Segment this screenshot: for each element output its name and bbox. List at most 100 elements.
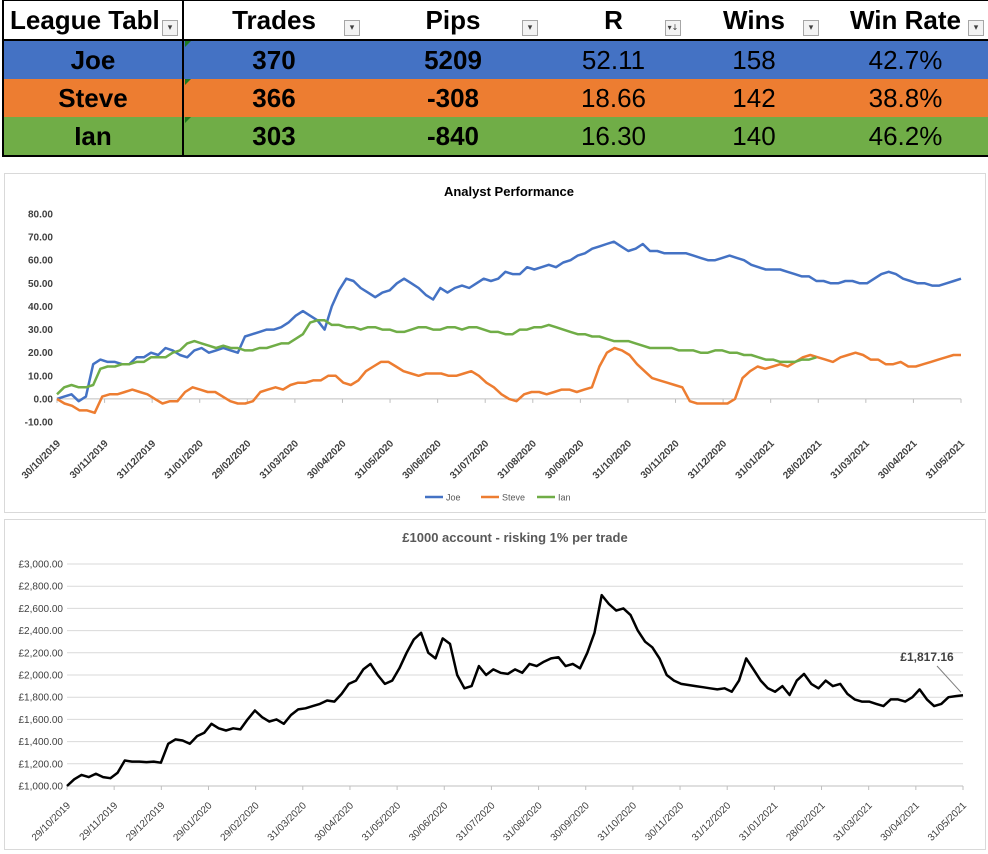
x-tick-label: 31/03/2021	[829, 438, 872, 481]
error-indicator-icon	[185, 41, 191, 47]
cell-win-rate: 42.7%	[823, 40, 988, 79]
cell-value: Ian	[74, 120, 112, 151]
cell-r: 52.11	[542, 40, 685, 79]
league-table-header-row: League Table ▾ Trades ▾ Pips ▾ R ▾↓ Wins ▾ Win Rat…	[2, 0, 988, 41]
header-label: Wins	[723, 4, 785, 35]
x-tick-label: 30/04/2020	[305, 438, 348, 481]
cell-win-rate: 38.8%	[823, 79, 988, 117]
y-tick-label: £2,200.00	[19, 648, 64, 659]
x-tick-label: 30/04/2020	[313, 800, 356, 843]
annotation-leader-line	[936, 665, 962, 693]
x-tick-label: 29/12/2019	[124, 800, 167, 843]
cell-value: 142	[732, 82, 776, 113]
x-tick-label: 30/06/2020	[401, 438, 444, 481]
legend-label: Steve	[502, 493, 525, 503]
cell-r: 18.66	[542, 79, 685, 117]
x-tick-label: 31/07/2020	[448, 438, 491, 481]
filter-dropdown-icon[interactable]: ▾	[344, 20, 360, 36]
cell-trades: 303	[183, 117, 364, 157]
error-indicator-icon	[185, 117, 191, 123]
table-row: Joe 370 5209 52.11 158 42.7%	[2, 40, 988, 79]
legend-label: Joe	[446, 493, 461, 503]
annotation-label: £1,817.16	[900, 650, 954, 664]
x-tick-label: 28/02/2021	[784, 800, 827, 843]
series-line-account	[66, 593, 964, 787]
x-tick-label: 31/05/2020	[353, 438, 396, 481]
x-tick-label: 30/06/2020	[407, 800, 450, 843]
x-tick-label: 31/12/2019	[115, 438, 158, 481]
account-balance-chart[interactable]: £1000 account - risking 1% per trade £1,0…	[4, 519, 986, 850]
cell-trades: 366	[183, 79, 364, 117]
header-league-table: League Table ▾	[2, 0, 184, 41]
x-tick-label: 29/02/2020	[219, 800, 262, 843]
chart-title: £1000 account - risking 1% per trade	[402, 530, 627, 545]
cell-wins: 158	[685, 40, 823, 79]
filter-dropdown-icon[interactable]: ▾	[968, 20, 984, 36]
cell-value: -840	[426, 120, 480, 151]
filter-dropdown-icon[interactable]: ▾	[803, 20, 819, 36]
x-tick-label: 31/01/2020	[163, 438, 206, 481]
x-tick-label: 30/11/2019	[68, 438, 111, 481]
x-tick-label: 31/12/2020	[690, 800, 733, 843]
x-tick-label: 28/02/2021	[781, 438, 824, 481]
cell-r: 16.30	[542, 117, 685, 157]
x-tick-label: 30/04/2021	[876, 438, 919, 481]
account-balance-svg: £1000 account - risking 1% per trade £1,0…	[19, 530, 970, 844]
y-tick-label: £1,000.00	[19, 782, 64, 793]
y-tick-label: £2,800.00	[19, 582, 64, 593]
x-tick-label: 31/07/2020	[454, 800, 497, 843]
x-tick-label: 31/08/2020	[496, 438, 539, 481]
cell-value: 140	[732, 120, 776, 151]
series-line-steve	[56, 346, 961, 415]
cell-value: 303	[252, 120, 296, 151]
cell-value: 46.2%	[868, 120, 943, 151]
header-win-rate: Win Rate ▾	[823, 0, 988, 41]
cell-name: Ian	[2, 117, 184, 157]
sort-descending-filter-icon[interactable]: ▾↓	[665, 20, 681, 36]
cell-pips: -840	[364, 117, 542, 157]
filter-dropdown-icon[interactable]: ▾	[522, 20, 538, 36]
x-tick-label: 31/10/2020	[596, 800, 639, 843]
x-tick-label: 31/05/2021	[924, 438, 967, 481]
analyst-performance-chart[interactable]: Analyst Performance -10.00 0.00 10.00 20.00 3…	[4, 173, 986, 513]
cell-value: 42.7%	[868, 44, 943, 75]
cell-wins: 140	[685, 117, 823, 157]
y-tick-label: 10.00	[28, 371, 53, 382]
x-tick-label: 30/09/2020	[549, 800, 592, 843]
cell-value: Steve	[58, 82, 128, 113]
cell-value: 5209	[424, 44, 482, 75]
filter-dropdown-icon[interactable]: ▾	[162, 20, 178, 36]
cell-value: 18.66	[580, 82, 647, 113]
x-tick-label: 30/09/2020	[543, 438, 586, 481]
header-pips: Pips ▾	[364, 0, 542, 41]
y-tick-label: £1,200.00	[19, 759, 64, 770]
league-table-grid: League Table ▾ Trades ▾ Pips ▾ R ▾↓ Wins ▾ Win Rat…	[2, 0, 988, 157]
y-tick-label: 40.00	[28, 302, 53, 313]
y-tick-label: £2,000.00	[19, 671, 64, 682]
y-tick-label: 50.00	[28, 279, 53, 290]
header-r: R ▾↓	[542, 0, 685, 41]
analyst-performance-svg: Analyst Performance -10.00 0.00 10.00 20.00 3…	[20, 184, 967, 503]
x-tick-label: 29/02/2020	[210, 438, 253, 481]
x-tick-label: 30/11/2020	[639, 438, 682, 481]
cell-trades: 370	[183, 40, 364, 79]
x-tick-label: 29/11/2019	[78, 800, 121, 843]
cell-value: 16.30	[580, 120, 647, 151]
y-tick-label: 60.00	[28, 256, 53, 267]
cell-value: 370	[252, 44, 296, 75]
y-tick-label: £1,400.00	[19, 737, 64, 748]
y-tick-label: £2,600.00	[19, 604, 64, 615]
y-tick-label: £3,000.00	[19, 560, 64, 571]
x-tick-label: 31/01/2021	[737, 800, 780, 843]
cell-win-rate: 46.2%	[823, 117, 988, 157]
x-tick-label: 31/08/2020	[502, 800, 545, 843]
header-label: Trades	[232, 4, 316, 35]
header-label: Win Rate	[850, 4, 961, 35]
chart-title: Analyst Performance	[444, 184, 574, 199]
cell-name: Steve	[2, 79, 184, 117]
error-indicator-icon	[185, 79, 191, 85]
x-tick-label: 30/10/2019	[20, 438, 63, 481]
x-tick-label: 31/05/2020	[360, 800, 403, 843]
y-tick-label: -10.00	[25, 418, 54, 429]
cell-value: -308	[426, 82, 480, 113]
